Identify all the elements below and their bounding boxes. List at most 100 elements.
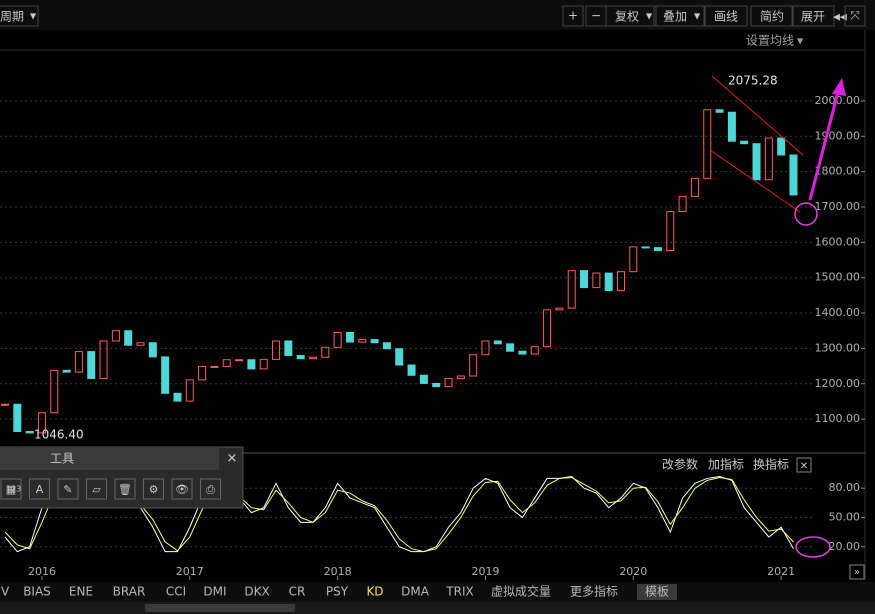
candle <box>555 307 564 311</box>
scroll-button[interactable] <box>849 564 865 580</box>
tab[interactable]: CR <box>289 585 306 599</box>
tool-button[interactable] <box>57 478 79 500</box>
toolbar-button[interactable] <box>562 5 584 27</box>
tab[interactable]: ENE <box>69 585 93 599</box>
scroll-icon: » <box>854 567 860 578</box>
candle <box>752 143 761 181</box>
candle <box>99 340 108 379</box>
tab[interactable]: TRIX <box>445 585 473 599</box>
toolbar-button[interactable] <box>791 5 835 27</box>
tool-icon: A <box>36 483 44 496</box>
candle <box>222 359 231 367</box>
candle <box>419 374 428 384</box>
y-tick-label: 1200.00 <box>815 377 861 390</box>
candle <box>173 392 182 402</box>
arrow <box>808 91 840 201</box>
high-annotation: 2075.28 <box>728 74 778 88</box>
tab[interactable]: BIAS <box>23 585 51 599</box>
candle <box>715 109 724 113</box>
indicator-button[interactable]: 改参数 <box>662 457 698 472</box>
dropdown-icon: ▼ <box>797 37 804 46</box>
close-button[interactable] <box>796 457 812 473</box>
candle <box>789 154 798 196</box>
tool-button[interactable] <box>200 478 221 500</box>
candle <box>567 270 576 309</box>
close-icon[interactable]: ✕ <box>227 452 238 467</box>
candle <box>235 359 244 362</box>
tab[interactable]: V <box>1 585 10 599</box>
tool-icon: ▱ <box>92 483 101 496</box>
scroll-thumb[interactable] <box>145 604 295 612</box>
tab[interactable]: BRAR <box>113 585 146 599</box>
ma-setting[interactable]: 设置均线 <box>746 34 794 48</box>
candle <box>617 271 625 291</box>
candle <box>777 137 786 156</box>
toolbar-button[interactable] <box>844 5 866 27</box>
candle <box>161 356 170 394</box>
toolbar-button[interactable] <box>750 5 794 27</box>
period-button[interactable] <box>0 5 39 27</box>
indicator-button[interactable]: 加指标 <box>708 457 744 472</box>
tab[interactable]: DMA <box>401 585 430 599</box>
tool-button[interactable] <box>0 478 22 500</box>
y-tick-label: 1900.00 <box>815 129 861 142</box>
tab[interactable]: DKX <box>244 585 269 599</box>
candle <box>506 343 515 352</box>
candle <box>543 309 552 348</box>
toolbar-button[interactable] <box>653 5 705 27</box>
y-tick-label: 1400.00 <box>815 306 861 319</box>
candle <box>272 340 281 360</box>
highlight-circle <box>795 536 831 558</box>
toolbar <box>0 0 875 30</box>
tool-button[interactable] <box>114 478 136 500</box>
scrollbar <box>0 602 875 614</box>
tab-highlight <box>637 584 677 600</box>
tab[interactable]: 虚拟成交量 <box>491 584 551 599</box>
tool-icon: ✎ <box>63 483 72 496</box>
candle <box>629 246 638 273</box>
candle <box>407 364 416 376</box>
toolbar-button[interactable] <box>605 5 657 27</box>
collapse-icon: ◀◀ <box>833 13 847 23</box>
x-tick-label: 2017 <box>176 565 204 578</box>
toolbar-button-label[interactable]: 复权 <box>615 10 639 24</box>
candle <box>456 375 465 379</box>
toolbar-button-label[interactable]: 画线 <box>714 10 738 24</box>
tool-panel-header <box>0 447 219 470</box>
candle <box>247 359 256 370</box>
period-label[interactable]: 周期 <box>0 10 24 24</box>
tab[interactable]: 模板 <box>645 585 669 599</box>
tab[interactable]: DMI <box>203 585 226 599</box>
toolbar-button-label[interactable]: 叠加 <box>663 10 687 24</box>
candle <box>666 211 675 251</box>
candle <box>37 412 46 434</box>
candle <box>13 403 22 432</box>
dropdown-icon: ▼ <box>694 12 701 21</box>
candle <box>25 430 34 434</box>
tool-icon: ⎙ <box>206 483 215 496</box>
tab[interactable]: CCI <box>166 585 186 599</box>
tab[interactable]: PSY <box>326 585 349 599</box>
tool-button[interactable] <box>171 478 193 500</box>
candle <box>481 340 490 356</box>
candle <box>382 342 391 350</box>
tab[interactable]: 更多指标 <box>570 584 618 599</box>
candle <box>727 111 736 142</box>
channel-line <box>711 75 804 156</box>
candle <box>1 403 9 406</box>
indicator-button[interactable]: 换指标 <box>753 457 789 472</box>
x-tick-label: 2016 <box>28 565 56 578</box>
candle <box>358 339 367 343</box>
close-icon: ✕ <box>800 461 808 472</box>
tool-button[interactable] <box>29 478 50 500</box>
tool-button[interactable] <box>143 478 164 500</box>
candle <box>345 331 354 343</box>
toolbar-button[interactable] <box>704 5 748 27</box>
tab[interactable]: KD <box>366 585 383 599</box>
candle <box>370 339 379 344</box>
tool-button[interactable] <box>86 478 107 500</box>
toolbar-button-label[interactable]: 展开 <box>801 10 825 24</box>
toolbar-button-label[interactable]: 简约 <box>760 9 784 24</box>
candle <box>296 354 305 360</box>
